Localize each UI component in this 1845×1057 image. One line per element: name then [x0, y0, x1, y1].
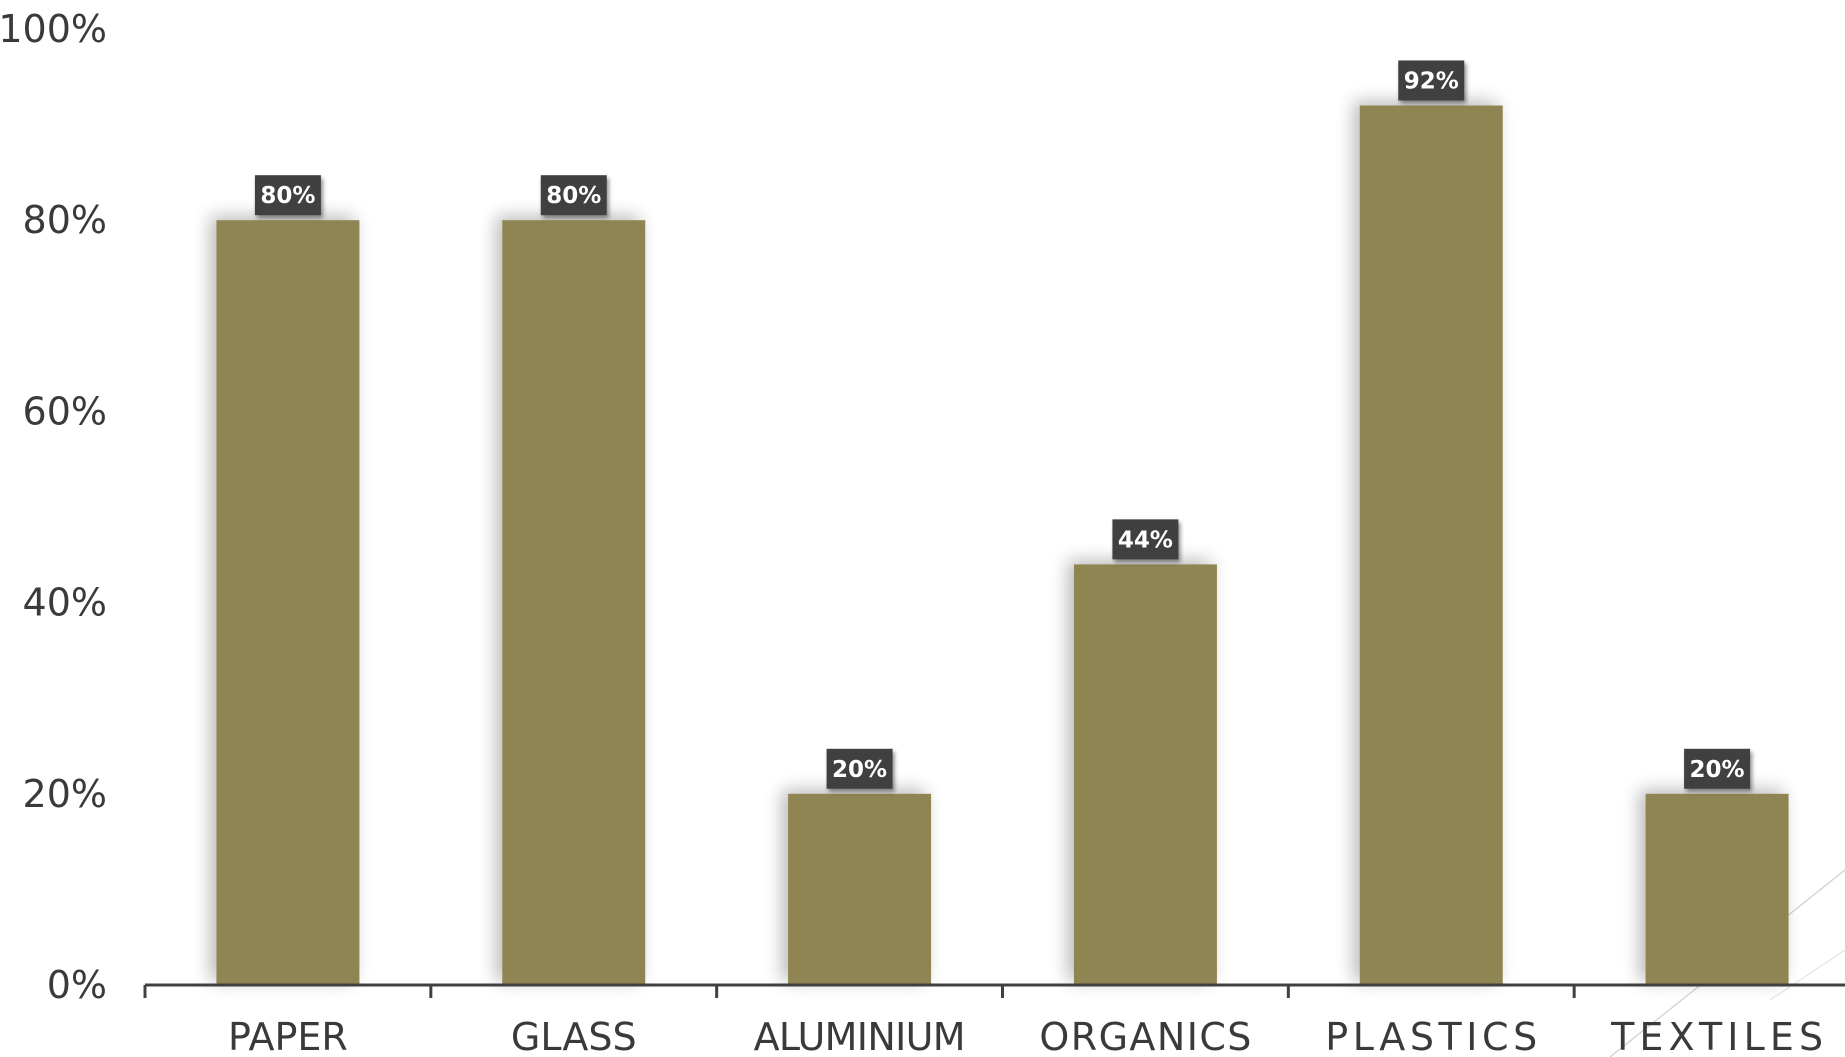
y-tick-label: 100%	[0, 7, 107, 51]
category-label: ORGANICS	[1039, 1015, 1251, 1057]
data-label-box	[254, 175, 321, 216]
category-label: PAPER	[228, 1015, 348, 1057]
y-tick-label: 60%	[23, 389, 107, 433]
bar	[788, 793, 932, 985]
data-label-box	[1112, 519, 1179, 560]
data-label-box	[1398, 60, 1465, 101]
bar	[1645, 793, 1789, 985]
y-tick-label: 80%	[23, 198, 107, 242]
x-axis	[143, 983, 1845, 998]
y-tick-label: 20%	[23, 772, 107, 816]
data-label-box	[826, 748, 893, 789]
bar	[1073, 564, 1217, 985]
y-axis: 0% 20% 40% 60% 80% 100%	[0, 7, 107, 1007]
category-label: GLASS	[511, 1015, 637, 1057]
data-label: 20%	[1684, 748, 1751, 789]
bars	[216, 105, 1789, 986]
data-label-text: 44%	[1118, 527, 1173, 553]
bar	[1359, 105, 1503, 986]
data-label: 80%	[254, 175, 321, 216]
data-label: 44%	[1112, 519, 1179, 560]
data-label-box	[540, 175, 607, 216]
category-label: TEXTILES	[1610, 1015, 1823, 1057]
data-label-box	[1684, 748, 1751, 789]
data-labels: 80% 80% 20% 44% 92% 20%	[254, 60, 1751, 789]
bar	[216, 220, 360, 985]
category-label: ALUMINIUM	[754, 1015, 966, 1057]
category-label: PLASTICS	[1325, 1015, 1537, 1057]
data-label-text: 20%	[1690, 757, 1745, 783]
data-label: 20%	[826, 748, 893, 789]
data-label: 92%	[1398, 60, 1465, 101]
data-label-text: 20%	[832, 757, 887, 783]
category-labels: PAPER GLASS ALUMINIUM ORGANICS PLASTICS TEXTI…	[228, 1015, 1823, 1057]
bar	[502, 220, 646, 985]
y-tick-label: 40%	[23, 581, 107, 625]
data-label: 80%	[540, 175, 607, 216]
data-label-text: 92%	[1404, 68, 1459, 94]
data-label-text: 80%	[260, 183, 315, 209]
y-tick-label: 0%	[47, 963, 107, 1007]
data-label-text: 80%	[546, 183, 601, 209]
